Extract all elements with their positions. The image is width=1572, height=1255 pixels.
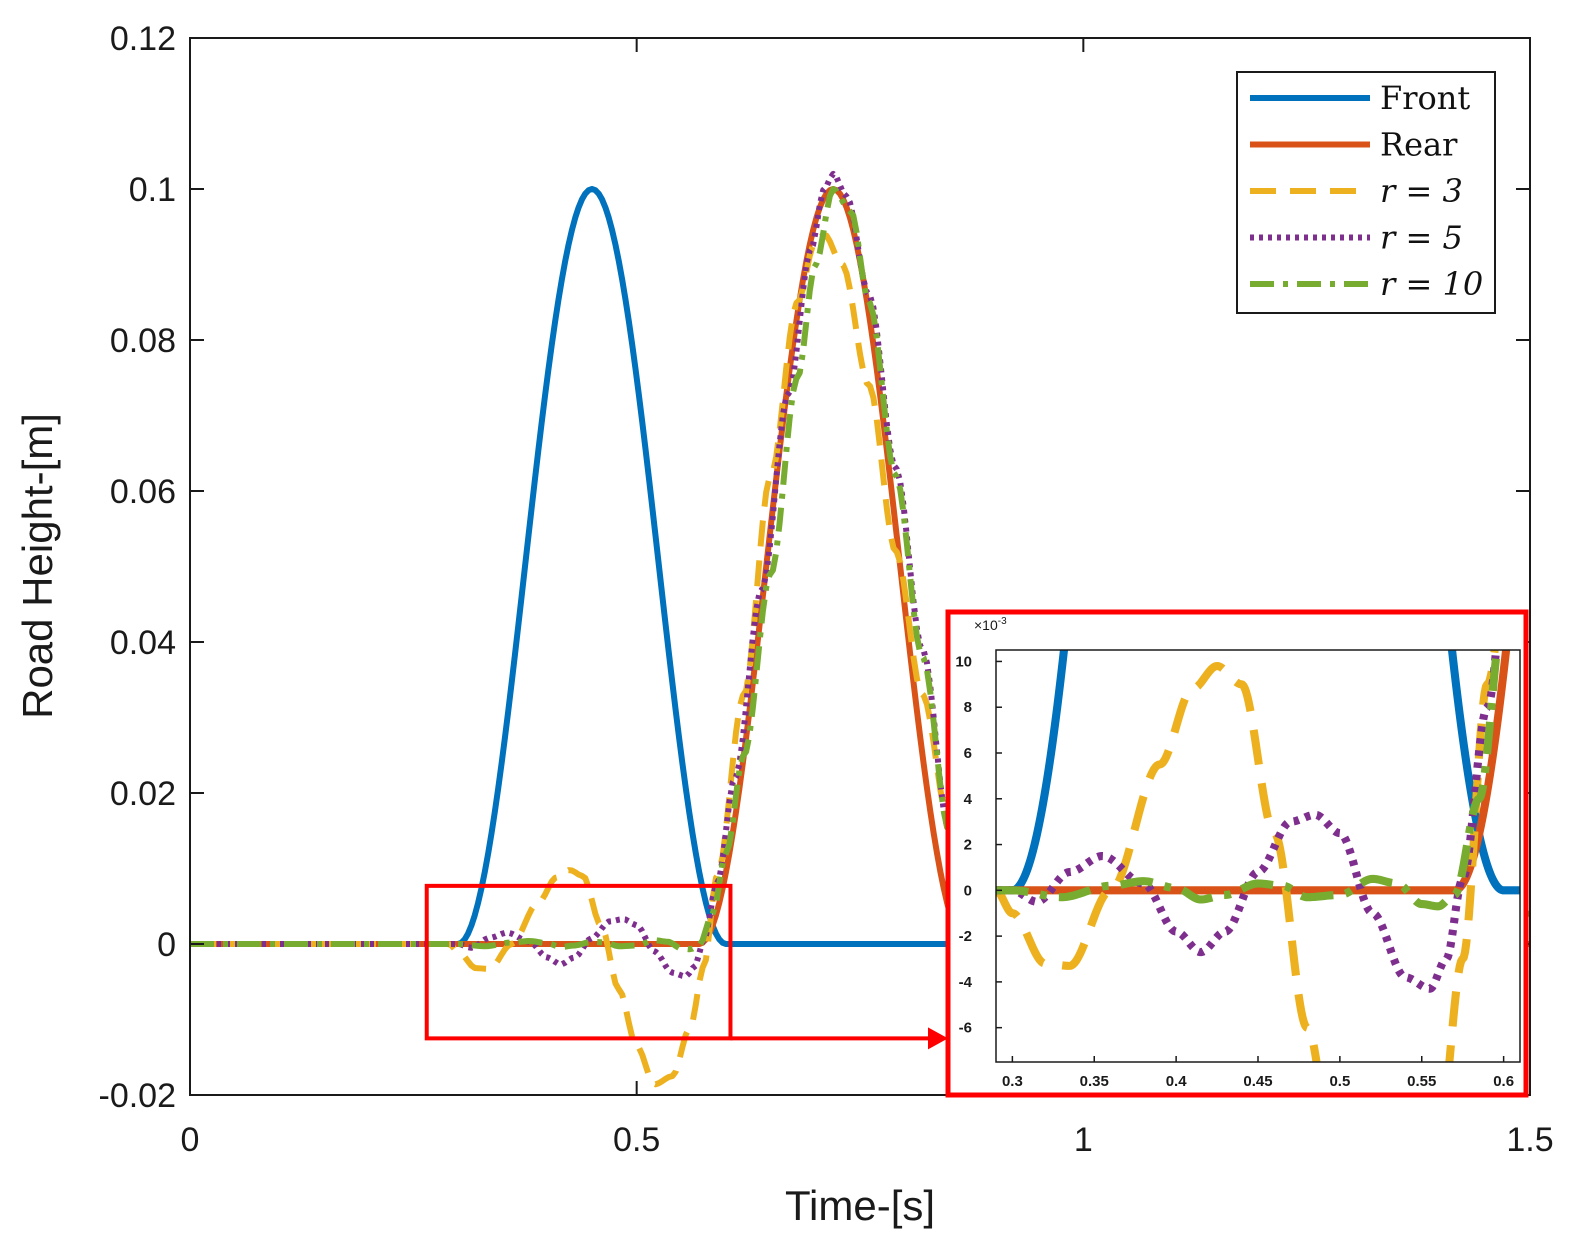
- inset-y-tick-label: 2: [964, 837, 972, 854]
- legend-label-r3: r = 3: [1380, 172, 1463, 210]
- y-tick-label: 0.04: [110, 624, 176, 662]
- inset-y-tick-label: 10: [955, 653, 972, 670]
- inset-x-tick-label: 0.5: [1329, 1073, 1350, 1090]
- inset-x-tick-label: 0.55: [1407, 1073, 1436, 1090]
- inset-y-tick-label: 4: [964, 791, 973, 808]
- inset-y-tick-label: 6: [964, 745, 972, 762]
- y-tick-label: 0.1: [129, 171, 176, 209]
- y-tick-label: 0.12: [110, 20, 176, 58]
- x-tick-label: 0.5: [613, 1121, 660, 1159]
- plot-frame: [189, 37, 1531, 1096]
- legend-label-front: Front: [1380, 79, 1470, 117]
- inset-series-r5: [996, 650, 1501, 993]
- inset-x-tick-label: 0.3: [1002, 1073, 1023, 1090]
- inset-x-tick-label: 0.4: [1166, 1073, 1188, 1090]
- x-tick-label: 0: [181, 1121, 200, 1159]
- y-tick-label: -0.02: [99, 1077, 177, 1115]
- inset-y-tick-label: 0: [964, 882, 972, 899]
- inset-plot-area: [996, 650, 1520, 1062]
- zoom-callout: [424, 883, 948, 1050]
- inset-series-group: [996, 650, 1520, 1062]
- inset-series-r3: [996, 650, 1499, 1062]
- inset-y-tick-label: -4: [959, 974, 973, 991]
- inset-y-tick-label: 8: [964, 699, 972, 716]
- y-axis-title: Road Height-[m]: [14, 413, 61, 719]
- legend-label-r10: r = 10: [1380, 265, 1483, 303]
- y-tick-label: 0: [157, 926, 176, 964]
- y-tick-label: 0.02: [110, 775, 176, 813]
- inset-x-tick-label: 0.45: [1243, 1073, 1272, 1090]
- y-tick-label: 0.08: [110, 322, 176, 360]
- inset-exponent-label: ×10-3: [974, 616, 1007, 633]
- legend-box: [1236, 71, 1496, 314]
- inset-x-tick-label: 0.35: [1080, 1073, 1109, 1090]
- inset-plot: 0.3 0.35 0.4 0.45 0.5 0.55 0.6 -6 -4 -2 0 2 4 6 8 10 ×1…: [945, 609, 1529, 1098]
- zoom-box: [424, 883, 733, 1041]
- legend: Front Rear r = 3 r = 5 r = 10: [1236, 71, 1496, 314]
- legend-label-r5: r = 5: [1380, 219, 1463, 257]
- inset-y-tick-label: -6: [959, 1020, 972, 1037]
- x-axis-title: Time-[s]: [785, 1182, 935, 1229]
- x-tick-label: 1.5: [1506, 1121, 1553, 1159]
- inset-x-tick-label: 0.6: [1493, 1073, 1514, 1090]
- inset-axis-ticks: 0.3 0.35 0.4 0.45 0.5 0.55 0.6 -6 -4 -2 0 2 4 6 8 10: [955, 653, 1514, 1090]
- inset-series-r10: [996, 650, 1501, 911]
- x-tick-label: 1: [1074, 1121, 1093, 1159]
- inset-y-tick-label: -2: [959, 928, 972, 945]
- y-tick-label: 0.06: [110, 473, 176, 511]
- zoom-arrow-head: [928, 1027, 948, 1050]
- legend-label-rear: Rear: [1380, 126, 1458, 164]
